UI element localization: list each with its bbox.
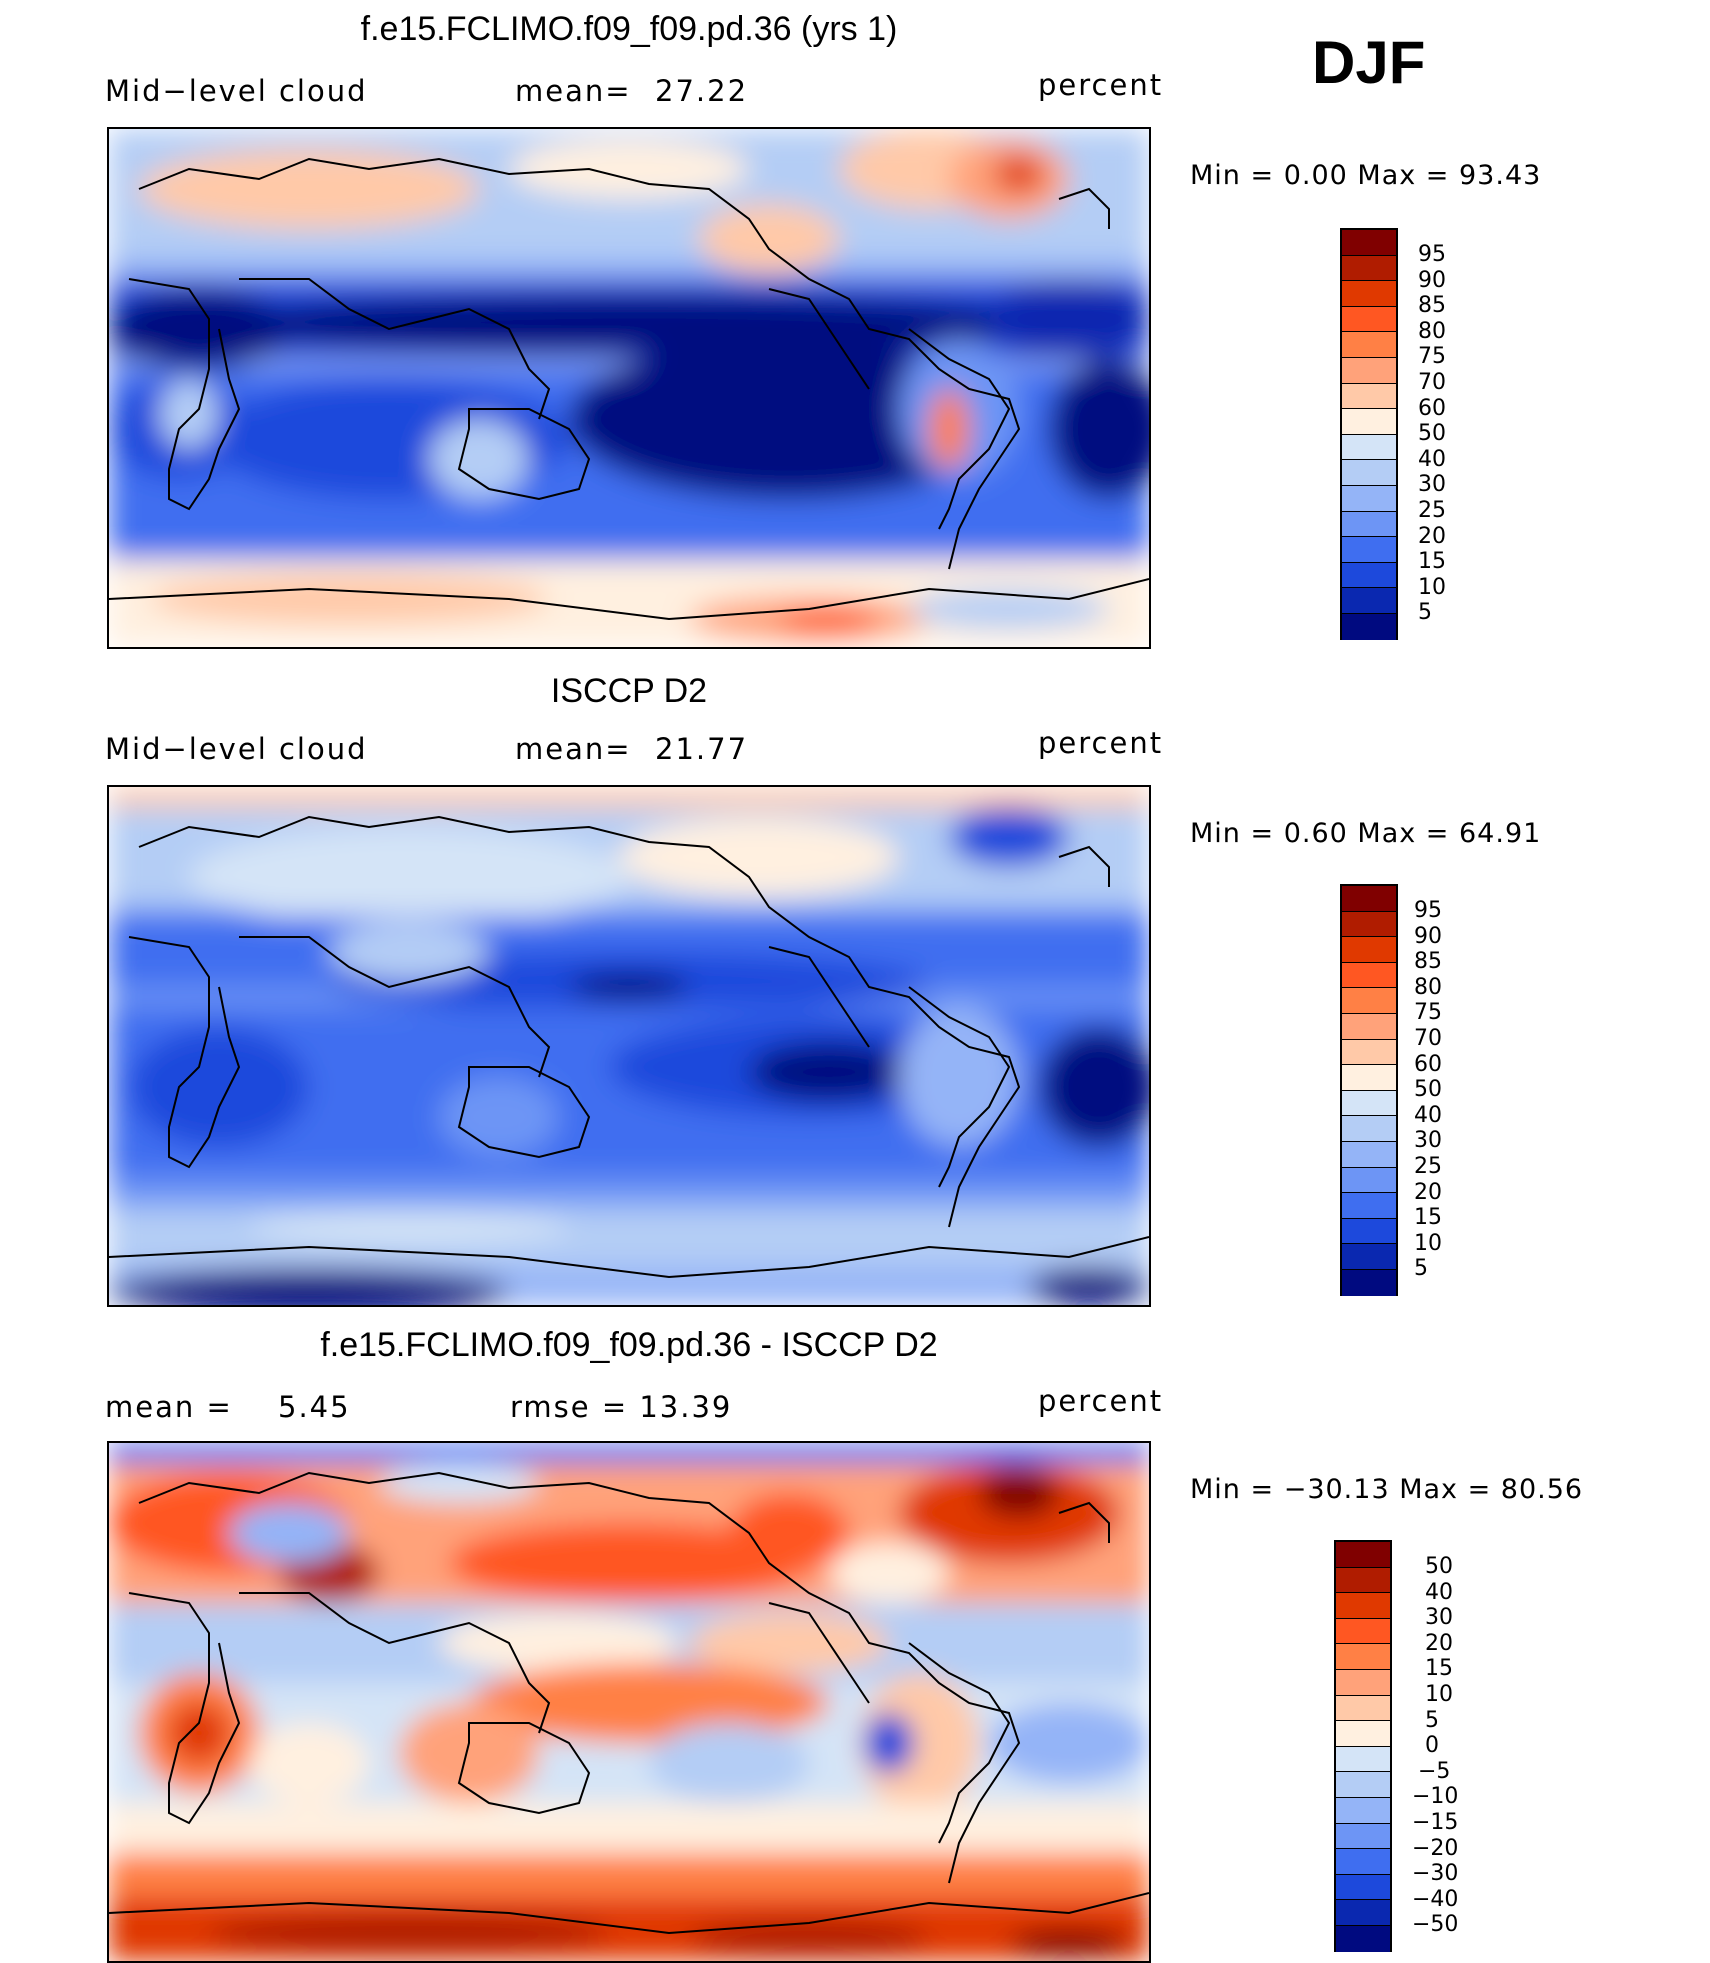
panel-2-cbar-label: 80 [1414,975,1442,1000]
panel-1-cbar-label: 95 [1418,242,1446,267]
panel-1-units: percent [1038,68,1164,102]
panel-2-cbar-label: 20 [1414,1180,1442,1205]
panel-3-colorbar [1334,1540,1392,1952]
panel-1-cbar-label: 70 [1418,370,1446,395]
panel-3-cbar-label: −15 [1412,1810,1459,1835]
panel-3-mean-value: 5.45 [278,1390,351,1424]
panel-2-minmax: Min = 0.60 Max = 64.91 [1190,818,1542,849]
panel-2-variable-label: Mid−level cloud [105,732,368,766]
panel-1-cbar-label: 90 [1418,268,1446,293]
panel-2-cbar-label: 60 [1414,1052,1442,1077]
panel-2-cbar-label: 95 [1414,898,1442,923]
panel-3-cbar-label: 5 [1425,1708,1439,1733]
panel-1-colorbar [1340,228,1398,640]
panel-2-colorbar [1340,884,1398,1296]
panel-2-cbar-label: 70 [1414,1026,1442,1051]
panel-2-cbar-label: 40 [1414,1103,1442,1128]
panel-3-minmax: Min = −30.13 Max = 80.56 [1190,1474,1584,1505]
panel-1-cbar-label: 20 [1418,524,1446,549]
panel-3-cbar-label: −50 [1412,1912,1459,1937]
panel-3-cbar-label: −40 [1412,1887,1459,1912]
panel-3-cbar-label: 40 [1425,1580,1453,1605]
panel-3-units: percent [1038,1384,1164,1418]
panel-1-cbar-label: 50 [1418,421,1446,446]
panel-1-mean-label: mean= [515,74,632,108]
panel-3-cbar-label: −30 [1412,1861,1459,1886]
panel-3-cbar-label: 10 [1425,1682,1453,1707]
panel-1-cbar-label: 10 [1418,575,1446,600]
panel-1-title: f.e15.FCLIMO.f09_f09.pd.36 (yrs 1) [360,10,898,48]
panel-3-cbar-label: 30 [1425,1605,1453,1630]
panel-2-cbar-label: 90 [1414,924,1442,949]
panel-2-cbar-label: 75 [1414,1000,1442,1025]
panel-2-title: ISCCP D2 [550,672,708,710]
panel-3-cbar-label: −10 [1412,1784,1459,1809]
panel-1-cbar-label: 75 [1418,344,1446,369]
panel-3-cbar-label: 15 [1425,1656,1453,1681]
panel-3-title: f.e15.FCLIMO.f09_f09.pd.36 - ISCCP D2 [320,1326,938,1364]
panel-3-cbar-label: 20 [1425,1631,1453,1656]
panel-2-cbar-label: 50 [1414,1077,1442,1102]
panel-3-rmse: rmse = 13.39 [510,1390,733,1424]
panel-1-cbar-label: 15 [1418,549,1446,574]
panel-3-map [107,1441,1151,1963]
panel-2-coastlines [109,815,1149,1279]
panel-3-coastlines [109,1471,1149,1935]
panel-1-cbar-label: 40 [1418,447,1446,472]
panel-3-cbar-label: 50 [1425,1554,1453,1579]
panel-1-variable-label: Mid−level cloud [105,74,368,108]
panel-1-cbar-label: 80 [1418,319,1446,344]
panel-2-mean-label: mean= [515,732,632,766]
panel-1-cbar-label: 85 [1418,293,1446,318]
panel-1-cbar-label: 60 [1418,396,1446,421]
panel-2-cbar-label: 15 [1414,1205,1442,1230]
panel-1-coastlines [109,157,1149,621]
panel-2-map [107,785,1151,1307]
panel-2-cbar-label: 25 [1414,1154,1442,1179]
panel-2-mean-value: 21.77 [655,732,749,766]
panel-3-cbar-label: −20 [1412,1836,1459,1861]
season-label: DJF [1312,29,1426,96]
panel-1-map [107,127,1151,649]
panel-1-mean-value: 27.22 [655,74,749,108]
panel-2-cbar-label: 10 [1414,1231,1442,1256]
panel-1-minmax: Min = 0.00 Max = 93.43 [1190,160,1542,191]
panel-2-cbar-label: 5 [1414,1256,1428,1281]
panel-1-cbar-label: 5 [1418,600,1432,625]
panel-3-cbar-label: 0 [1425,1733,1439,1758]
panel-2-cbar-label: 85 [1414,949,1442,974]
panel-2-units: percent [1038,726,1164,760]
panel-3-cbar-label: −5 [1418,1759,1451,1784]
panel-1-cbar-label: 30 [1418,472,1446,497]
panel-1-cbar-label: 25 [1418,498,1446,523]
panel-2-cbar-label: 30 [1414,1128,1442,1153]
panel-3-mean-label: mean = [105,1390,233,1424]
